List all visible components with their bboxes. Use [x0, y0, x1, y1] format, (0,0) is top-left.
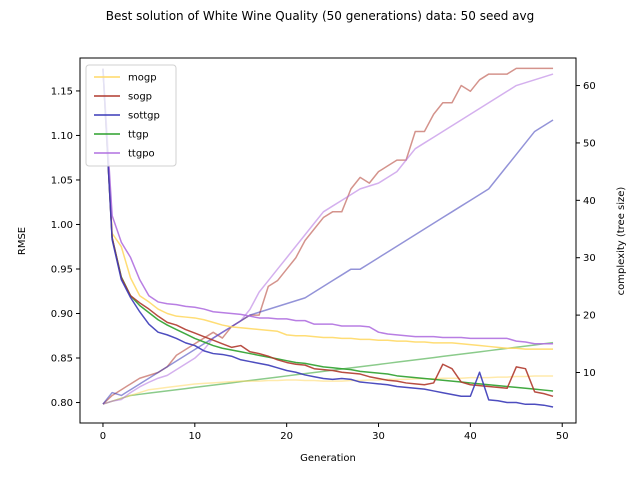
y-tick-label: 0.90	[51, 309, 73, 320]
x-tick-label: 10	[188, 431, 201, 442]
rmse-line-ttgp	[102, 68, 554, 392]
y-axis-left: 0.80 0.85 0.90 0.95 1.00 1.05 1.10 1.15	[51, 86, 80, 409]
plot-lines	[102, 67, 554, 408]
y-tick-label: 1.15	[51, 86, 73, 97]
y-right-tick-label: 10	[583, 368, 596, 379]
y-right-tick-label: 30	[583, 253, 596, 264]
x-axis: 0 10 20 30 40 50	[100, 423, 569, 442]
complexity-line-sottgp	[102, 119, 554, 405]
x-tick-label: 40	[464, 431, 477, 442]
plot-frame	[79, 57, 577, 424]
y-tick-label: 1.00	[51, 220, 73, 231]
y-right-tick-label: 40	[583, 196, 596, 207]
y-right-tick-label: 60	[583, 81, 596, 92]
y-axis-label: RMSE	[17, 227, 28, 255]
complexity-line-sogp	[102, 67, 554, 405]
y-tick-label: 0.85	[51, 354, 73, 365]
x-tick-label: 0	[100, 431, 106, 442]
rmse-line-mogp	[102, 68, 554, 350]
legend-label-sottgp: sottgp	[128, 111, 160, 122]
x-tick-label: 50	[556, 431, 569, 442]
legend-label-ttgpo: ttgpo	[128, 149, 155, 160]
legend-label-ttgp: ttgp	[128, 130, 149, 141]
y-tick-label: 1.10	[51, 131, 73, 142]
rmse-line-sogp	[102, 68, 554, 398]
legend-label-mogp: mogp	[128, 73, 157, 84]
x-tick-label: 20	[280, 431, 293, 442]
chart-title: Best solution of White Wine Quality (50 …	[106, 9, 535, 23]
y-right-tick-label: 50	[583, 138, 596, 149]
y-axis-right-label: complexity (tree size)	[616, 187, 627, 296]
legend-label-sogp: sogp	[128, 92, 152, 103]
legend-box	[85, 64, 177, 167]
y-axis-right: 10 20 30 40 50 60	[576, 81, 596, 379]
y-tick-label: 0.95	[51, 264, 73, 275]
rmse-line-ttgpo	[102, 68, 554, 345]
x-axis-label: Generation	[300, 453, 356, 464]
x-tick-label: 30	[372, 431, 385, 442]
y-right-tick-label: 20	[583, 311, 596, 322]
y-tick-label: 0.80	[51, 398, 73, 409]
rmse-line-sottgp	[102, 68, 554, 408]
complexity-line-ttgpo	[102, 73, 554, 405]
legend: mogp sogp sottgp ttgp ttgpo	[85, 64, 177, 167]
y-tick-label: 1.05	[51, 175, 73, 186]
